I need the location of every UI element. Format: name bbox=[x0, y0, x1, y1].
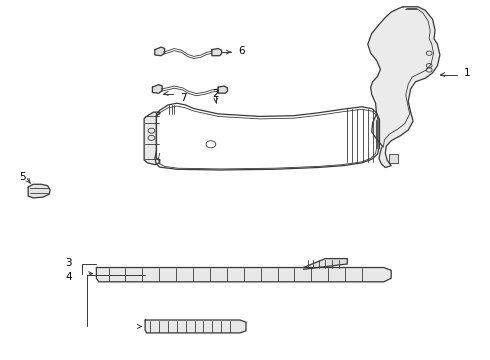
Text: 1: 1 bbox=[464, 68, 471, 78]
Polygon shape bbox=[145, 320, 246, 333]
Polygon shape bbox=[368, 7, 440, 167]
Text: 3: 3 bbox=[65, 258, 72, 268]
Text: 2: 2 bbox=[213, 89, 219, 99]
Text: 4: 4 bbox=[65, 272, 72, 282]
Text: 5: 5 bbox=[19, 172, 26, 182]
Polygon shape bbox=[97, 267, 391, 282]
Polygon shape bbox=[155, 47, 165, 56]
Polygon shape bbox=[144, 112, 160, 165]
Text: 7: 7 bbox=[180, 93, 187, 103]
Polygon shape bbox=[218, 86, 227, 93]
Polygon shape bbox=[212, 49, 221, 56]
FancyBboxPatch shape bbox=[389, 154, 397, 163]
Polygon shape bbox=[28, 184, 50, 198]
Polygon shape bbox=[152, 85, 162, 93]
Text: 6: 6 bbox=[239, 46, 245, 57]
Polygon shape bbox=[303, 258, 347, 269]
